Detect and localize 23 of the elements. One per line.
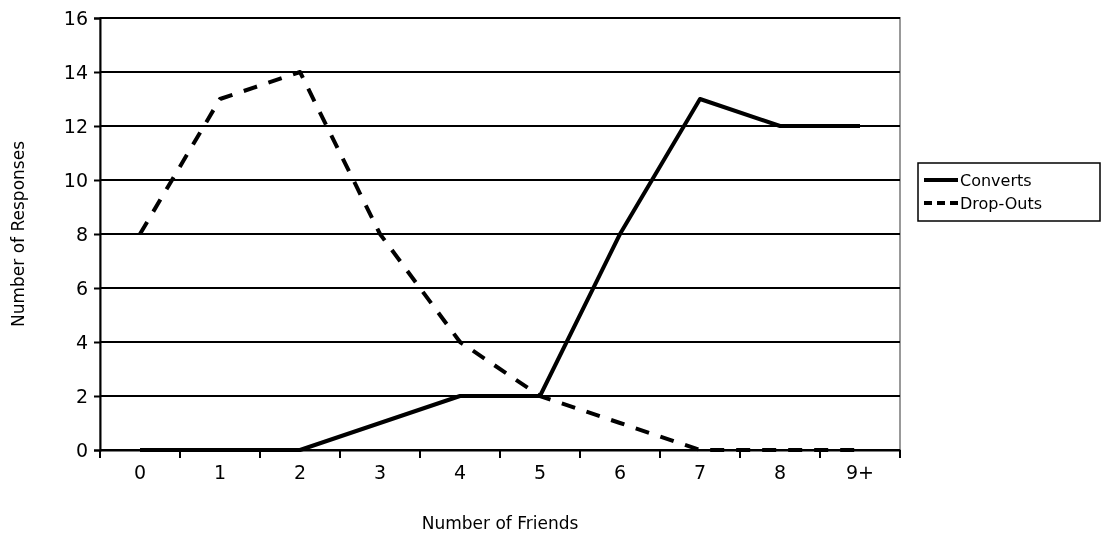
y-tick-label: 16 <box>63 6 88 29</box>
y-tick-label: 12 <box>63 114 88 137</box>
y-tick-label: 2 <box>75 384 88 407</box>
y-tick-label: 0 <box>75 438 88 461</box>
x-tick-label: 7 <box>693 461 707 484</box>
x-tick-label: 2 <box>293 461 307 484</box>
legend-label: Converts <box>960 171 1032 190</box>
y-tick-label: 4 <box>75 330 88 353</box>
x-tick-label: 6 <box>613 461 627 484</box>
x-tick-label: 9+ <box>845 461 875 484</box>
y-tick-label: 10 <box>63 168 88 191</box>
y-tick-label: 8 <box>75 222 88 245</box>
y-tick-label: 14 <box>63 60 88 83</box>
x-tick-label: 5 <box>533 461 547 484</box>
x-axis-title: Number of Friends <box>421 513 579 533</box>
y-axis-title: Number of Responses <box>8 140 28 327</box>
x-tick-label: 0 <box>133 461 147 484</box>
x-tick-label: 4 <box>453 461 467 484</box>
x-tick-label: 3 <box>373 461 387 484</box>
legend-label: Drop-Outs <box>960 194 1043 213</box>
y-tick-label: 6 <box>75 276 88 299</box>
x-tick-label: 1 <box>213 461 227 484</box>
x-tick-label: 8 <box>773 461 787 484</box>
